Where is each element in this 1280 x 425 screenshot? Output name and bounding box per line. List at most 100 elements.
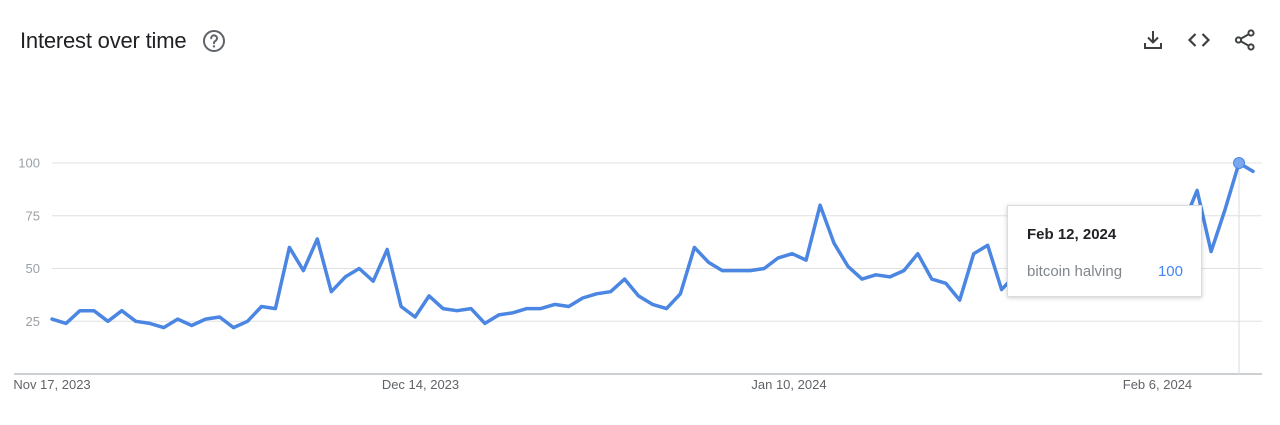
- download-icon: [1144, 31, 1162, 49]
- data-point[interactable]: [789, 251, 795, 257]
- data-point[interactable]: [440, 306, 446, 312]
- download-button[interactable]: [1140, 27, 1166, 53]
- data-point[interactable]: [650, 301, 656, 307]
- data-point[interactable]: [272, 306, 278, 312]
- data-point[interactable]: [161, 325, 167, 331]
- data-point[interactable]: [943, 280, 949, 286]
- data-point[interactable]: [733, 268, 739, 274]
- data-point[interactable]: [175, 316, 181, 322]
- y-tick-labels: 25 50 75 100: [18, 156, 40, 329]
- data-point[interactable]: [119, 308, 125, 314]
- data-point[interactable]: [705, 259, 711, 265]
- data-point[interactable]: [691, 244, 697, 250]
- data-point[interactable]: [231, 325, 237, 331]
- data-point[interactable]: [398, 303, 404, 309]
- data-point[interactable]: [468, 306, 474, 312]
- data-point[interactable]: [677, 291, 683, 297]
- data-point[interactable]: [91, 308, 97, 314]
- data-point[interactable]: [761, 266, 767, 272]
- data-point[interactable]: [342, 274, 348, 280]
- x-tick-3: Feb 6, 2024: [1123, 377, 1192, 392]
- x-tick-0: Nov 17, 2023: [13, 377, 90, 392]
- data-point[interactable]: [147, 320, 153, 326]
- code-icon: [1187, 33, 1211, 47]
- data-point[interactable]: [887, 274, 893, 280]
- data-point[interactable]: [775, 255, 781, 261]
- y-tick-100: 100: [18, 156, 40, 171]
- data-point[interactable]: [258, 303, 264, 309]
- data-point[interactable]: [482, 320, 488, 326]
- data-point[interactable]: [873, 272, 879, 278]
- data-point[interactable]: [803, 257, 809, 263]
- x-tick-1: Dec 14, 2023: [382, 377, 459, 392]
- y-tick-75: 75: [26, 208, 40, 223]
- data-point[interactable]: [1208, 249, 1214, 255]
- x-tick-2: Jan 10, 2024: [751, 377, 826, 392]
- gridlines: [14, 162, 1262, 375]
- data-point[interactable]: [356, 266, 362, 272]
- data-point[interactable]: [971, 251, 977, 257]
- data-point[interactable]: [384, 247, 390, 253]
- data-point[interactable]: [636, 293, 642, 299]
- chart-actions: [1140, 27, 1258, 53]
- data-point[interactable]: [957, 297, 963, 303]
- embed-button[interactable]: [1186, 27, 1212, 53]
- data-point[interactable]: [496, 312, 502, 318]
- help-circle-icon[interactable]: [202, 29, 226, 53]
- data-point[interactable]: [608, 289, 614, 295]
- data-point[interactable]: [915, 251, 921, 257]
- data-point[interactable]: [566, 303, 572, 309]
- data-point[interactable]: [817, 202, 823, 208]
- tooltip-date: Feb 12, 2024: [1027, 226, 1117, 243]
- data-point[interactable]: [1194, 187, 1200, 193]
- data-point[interactable]: [1250, 168, 1256, 174]
- data-point[interactable]: [985, 242, 991, 248]
- data-point[interactable]: [133, 318, 139, 324]
- share-icon: [1234, 29, 1255, 51]
- data-point[interactable]: [831, 240, 837, 246]
- highlighted-point[interactable]: [1233, 157, 1246, 169]
- data-point[interactable]: [845, 263, 851, 269]
- data-point[interactable]: [203, 316, 209, 322]
- data-point[interactable]: [580, 295, 586, 301]
- data-point[interactable]: [552, 301, 558, 307]
- share-button[interactable]: [1232, 27, 1258, 53]
- data-point[interactable]: [314, 236, 320, 242]
- data-point[interactable]: [524, 306, 530, 312]
- data-point[interactable]: [412, 314, 418, 320]
- data-point[interactable]: [929, 276, 935, 282]
- data-point[interactable]: [105, 318, 111, 324]
- data-point[interactable]: [663, 306, 669, 312]
- y-tick-25: 25: [26, 314, 40, 329]
- data-point[interactable]: [286, 244, 292, 250]
- tooltip-term: bitcoin halving: [1027, 263, 1123, 280]
- data-point[interactable]: [901, 268, 907, 274]
- data-point[interactable]: [594, 291, 600, 297]
- data-point[interactable]: [454, 308, 460, 314]
- chart-title: Interest over time: [20, 28, 187, 53]
- data-point[interactable]: [538, 306, 544, 312]
- data-point[interactable]: [217, 314, 223, 320]
- data-point[interactable]: [747, 268, 753, 274]
- data-point[interactable]: [719, 268, 725, 274]
- data-point[interactable]: [49, 316, 55, 322]
- data-points: [49, 157, 1256, 331]
- data-point[interactable]: [245, 318, 251, 324]
- data-point[interactable]: [426, 293, 432, 299]
- data-point[interactable]: [859, 276, 865, 282]
- data-point[interactable]: [189, 322, 195, 328]
- data-point[interactable]: [328, 289, 334, 295]
- chart-tooltip: Feb 12, 2024 bitcoin halving 100: [1007, 205, 1202, 297]
- x-tick-labels: Nov 17, 2023 Dec 14, 2023 Jan 10, 2024 Feb …: [13, 377, 1192, 392]
- data-point[interactable]: [510, 310, 516, 316]
- data-point[interactable]: [999, 287, 1005, 293]
- data-point[interactable]: [63, 320, 69, 326]
- tooltip-value: 100: [1157, 263, 1183, 280]
- y-tick-50: 50: [26, 261, 40, 276]
- data-point[interactable]: [622, 276, 628, 282]
- data-point[interactable]: [77, 308, 83, 314]
- chart-header: Interest over time: [20, 26, 226, 56]
- data-point[interactable]: [1222, 206, 1228, 212]
- data-point[interactable]: [370, 278, 376, 284]
- data-point[interactable]: [300, 268, 306, 274]
